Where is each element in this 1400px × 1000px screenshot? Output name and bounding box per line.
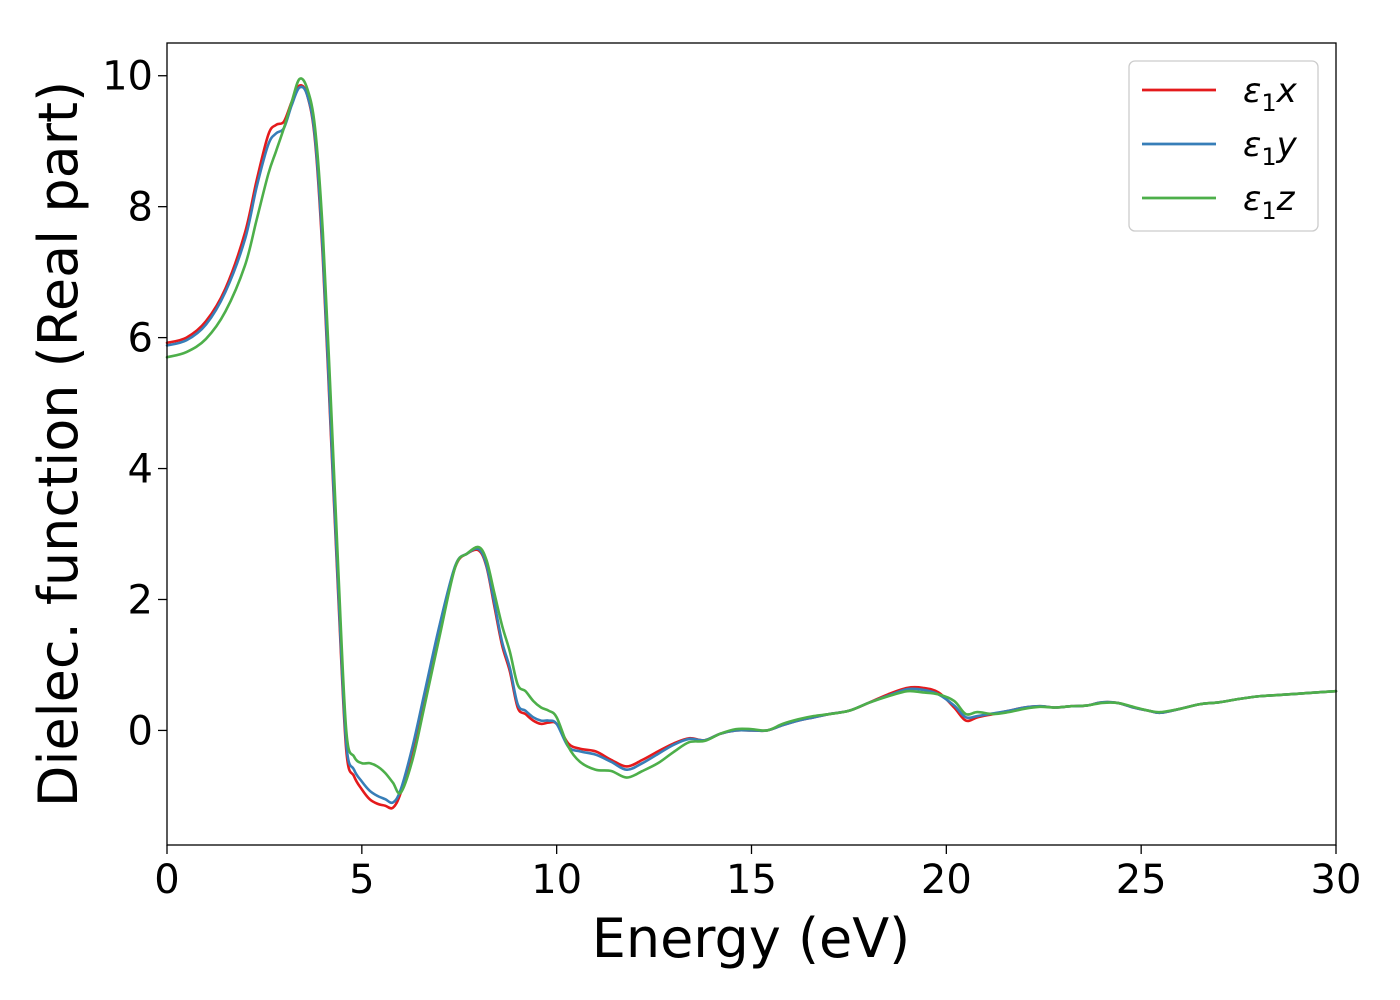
legend-label-x: ε1x <box>1243 71 1298 117</box>
y-axis-label: Dielec. function (Real part) <box>27 81 90 807</box>
legend-box <box>1128 60 1319 232</box>
legend-label-z: ε1z <box>1243 179 1296 225</box>
legend: ε1x ε1y ε1z <box>1128 60 1319 232</box>
legend-label-y: ε1y <box>1243 125 1298 171</box>
series-layer <box>165 77 1338 810</box>
y-tick-label: 10 <box>102 54 153 100</box>
y-tick-label: 8 <box>128 185 153 231</box>
x-axis-label: Energy (eV) <box>592 907 911 970</box>
x-tick-label: 5 <box>349 857 374 903</box>
x-tick-label: 15 <box>726 857 777 903</box>
x-tick-label: 10 <box>531 857 582 903</box>
x-axis: 0 5 10 15 20 25 30 <box>154 845 1361 903</box>
y-tick-label: 6 <box>128 316 153 362</box>
y-tick-label: 2 <box>128 577 153 623</box>
y-axis: 0 2 4 6 8 10 <box>102 54 167 754</box>
y-tick-label: 0 <box>128 708 153 754</box>
x-tick-label: 20 <box>921 857 972 903</box>
series-line-z <box>165 77 1338 795</box>
x-tick-label: 30 <box>1311 857 1362 903</box>
y-tick-label: 4 <box>128 447 153 493</box>
x-tick-label: 25 <box>1116 857 1167 903</box>
x-tick-label: 0 <box>154 857 179 903</box>
